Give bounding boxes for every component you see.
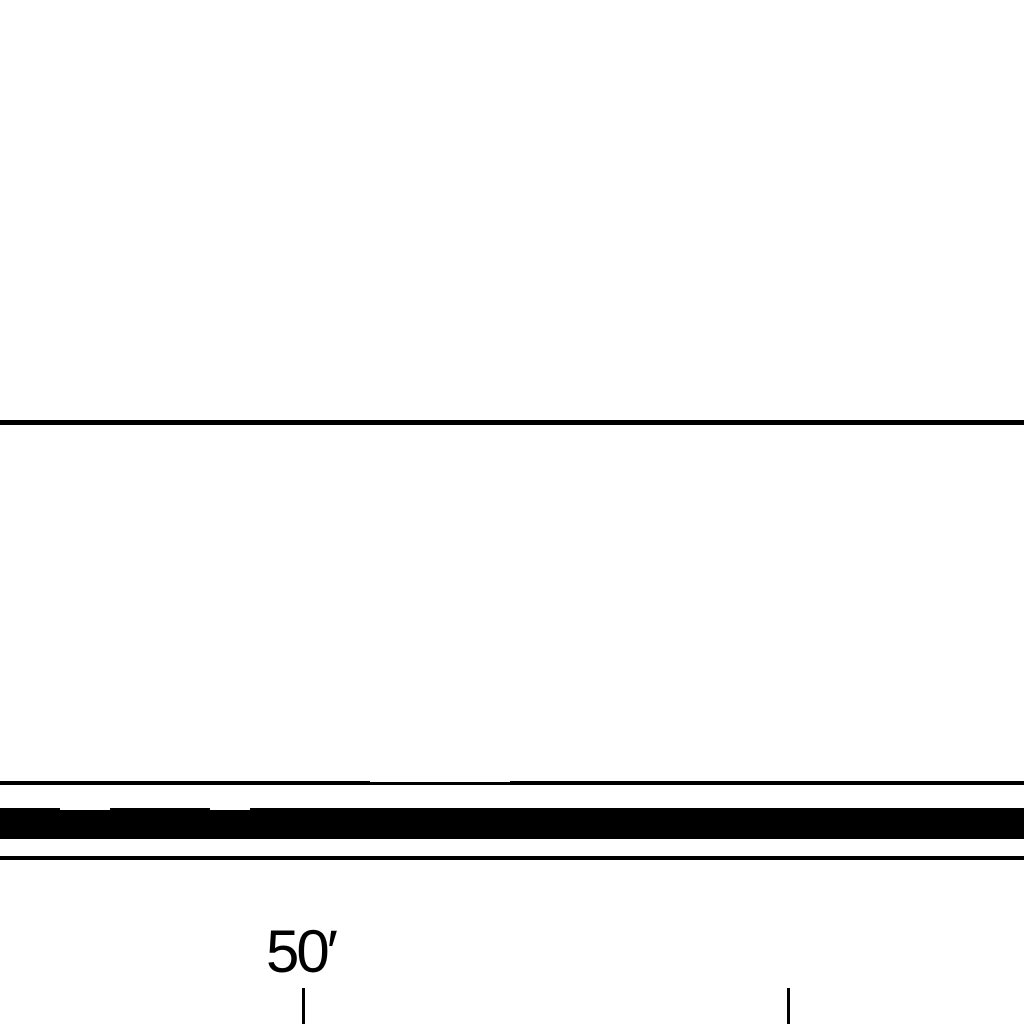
road-edge-line-upper (0, 781, 1024, 785)
reference-line (0, 420, 1024, 425)
dimension-tick-right (787, 988, 790, 1024)
dimension-tick-left (302, 988, 305, 1024)
road-edge-line-lower (0, 856, 1024, 860)
scan-speckle (370, 781, 510, 782)
scan-speckle (210, 808, 250, 810)
scan-speckle (60, 808, 110, 810)
dimension-label: 50′ (266, 918, 338, 985)
road-center-band (0, 808, 1024, 839)
